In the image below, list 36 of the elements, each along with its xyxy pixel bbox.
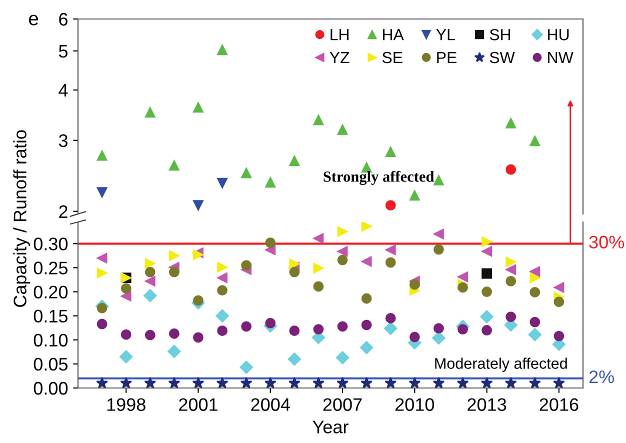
legend-label: SH: [490, 29, 510, 40]
x-tick-label: 2007: [323, 398, 362, 411]
x-tick-label: 2016: [540, 398, 578, 411]
ref-line-label: 2%: [589, 370, 614, 384]
x-tick-label: 2013: [468, 398, 506, 411]
y-tick-label: 2: [59, 205, 68, 218]
x-tick-label: 2010: [395, 398, 434, 411]
y-axis-title: Capacity / Runoff ratio: [13, 130, 30, 307]
x-axis-title: Year: [312, 420, 348, 434]
legend-label: YZ: [330, 52, 350, 64]
x-tick-label: 1998: [107, 398, 146, 411]
legend-label: NW: [548, 52, 574, 64]
legend-label: HA: [383, 29, 404, 40]
y-tick-label: 0.10: [34, 334, 68, 347]
x-tick-label: 2001: [179, 398, 218, 411]
y-tick-label: 0.00: [34, 382, 68, 395]
legend-label: HU: [548, 29, 569, 40]
legend-label: SE: [382, 52, 402, 64]
legend-label: PE: [437, 52, 456, 64]
legend-label: YL: [436, 29, 455, 40]
y-tick-label: 0.15: [34, 310, 68, 323]
ref-line-label: 30%: [589, 236, 624, 248]
y-tick-label: 4: [58, 84, 68, 97]
legend-label: LH: [330, 29, 348, 40]
annotation: Moderately affected: [435, 358, 567, 372]
text: e: [28, 14, 38, 26]
y-tick-label: 3: [58, 134, 68, 148]
y-tick-label: 5: [58, 45, 68, 58]
legend-label: SW: [490, 52, 515, 64]
y-tick-label: 6: [59, 12, 68, 26]
y-tick-label: 0.05: [34, 358, 68, 371]
y-tick-label: 0.25: [34, 262, 68, 274]
y-tick-label: 0.20: [34, 286, 68, 298]
annotation: Strongly affected: [324, 170, 434, 185]
y-tick-label: 0.30: [34, 238, 68, 250]
x-tick-label: 2004: [251, 398, 290, 411]
